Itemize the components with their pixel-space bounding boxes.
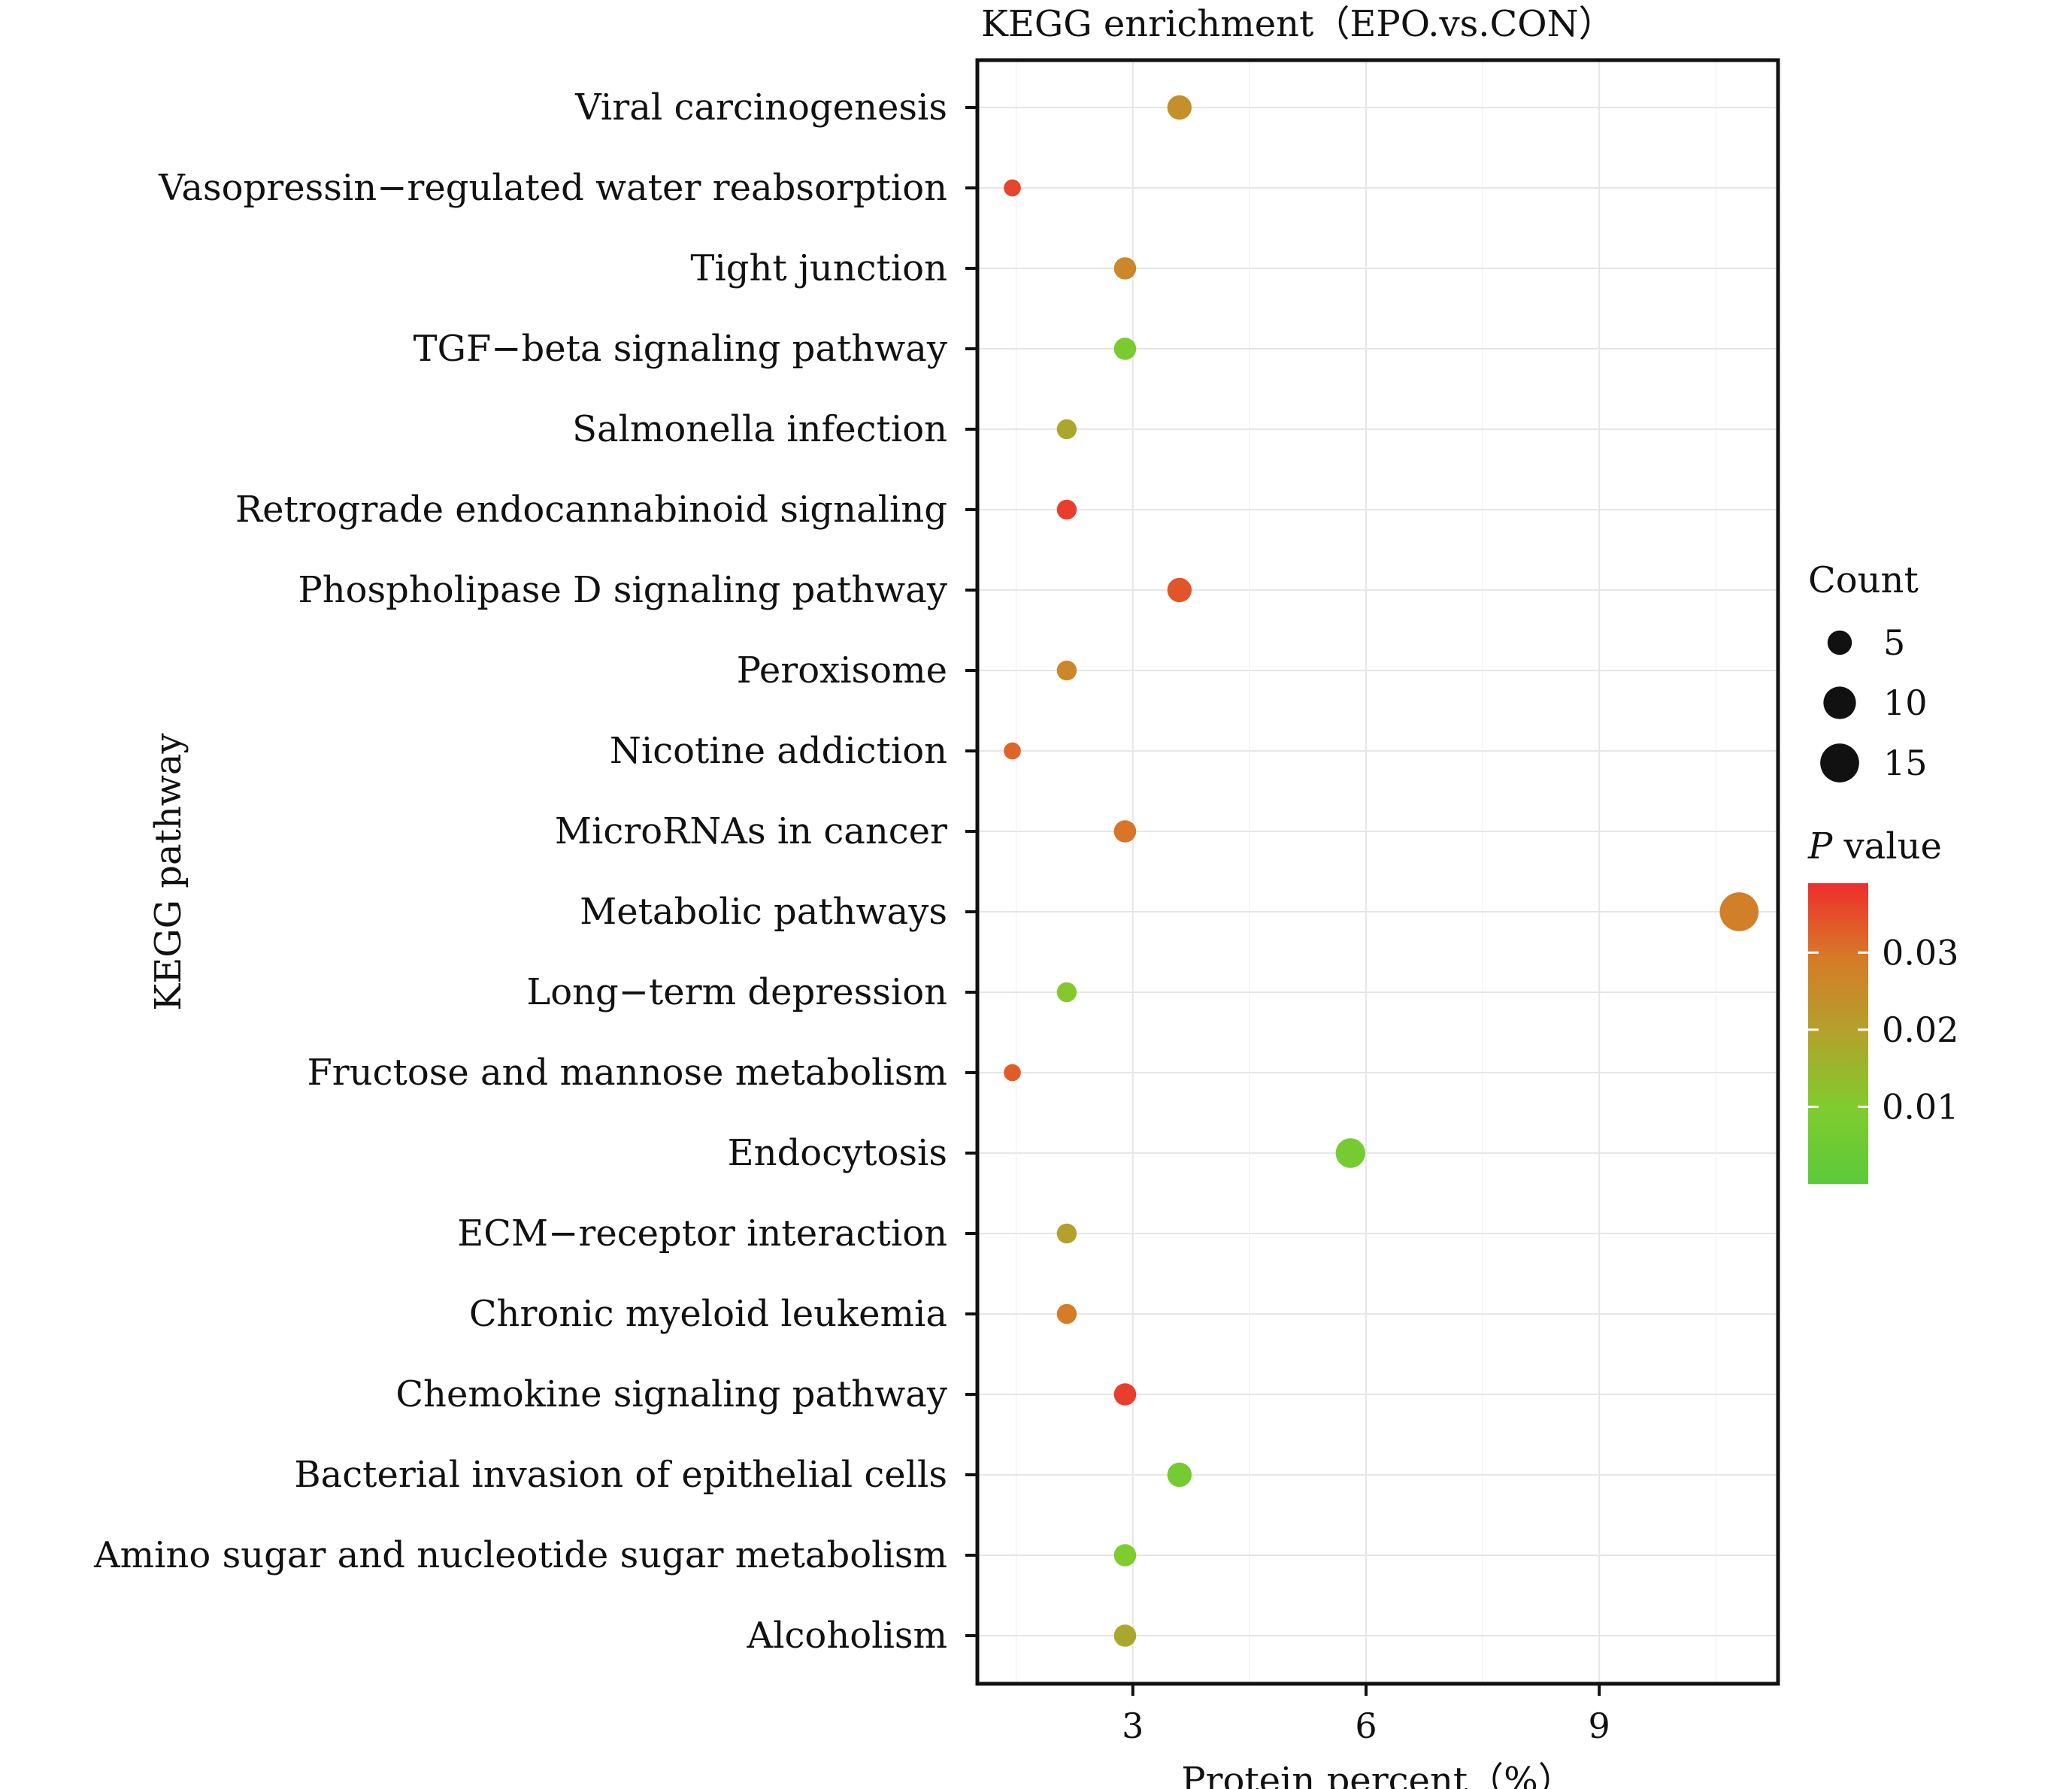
data-point bbox=[1719, 892, 1759, 931]
size-legend-title: Count bbox=[1808, 559, 1919, 601]
color-legend-title: P value bbox=[1807, 825, 1942, 867]
data-point bbox=[1335, 1138, 1365, 1168]
data-point bbox=[1056, 419, 1077, 440]
color-legend-title-rest: value bbox=[1832, 825, 1942, 867]
data-point bbox=[1004, 742, 1021, 760]
colorbar-tick-label: 0.03 bbox=[1882, 932, 1958, 973]
data-point bbox=[1056, 1223, 1077, 1244]
data-point bbox=[1113, 1383, 1137, 1406]
size-legend-dot bbox=[1827, 630, 1852, 655]
data-point bbox=[1056, 1303, 1077, 1324]
y-tick-label: Metabolic pathways bbox=[580, 891, 947, 933]
chart-title: KEGG enrichment（EPO.vs.CON） bbox=[981, 3, 1615, 45]
grid-lines bbox=[977, 60, 1778, 1684]
colorbar-tick-label: 0.01 bbox=[1882, 1086, 1958, 1127]
data-point bbox=[1167, 1462, 1192, 1488]
y-tick-label: Vasopressin−regulated water reabsorption bbox=[158, 167, 947, 209]
size-legend-items: 5 10 15 bbox=[1820, 622, 1928, 783]
y-tick-label: Phospholipase D signaling pathway bbox=[298, 569, 947, 611]
y-tick-label: Fructose and mannose metabolism bbox=[307, 1052, 947, 1094]
y-axis: Viral carcinogenesis Vasopressin−regulate… bbox=[93, 86, 977, 1657]
size-legend-label: 10 bbox=[1883, 683, 1928, 723]
y-tick-label: Nicotine addiction bbox=[610, 730, 947, 772]
size-legend-label: 5 bbox=[1883, 622, 1905, 663]
x-tick-label: 9 bbox=[1589, 1706, 1610, 1746]
y-tick-label: Viral carcinogenesis bbox=[574, 86, 947, 129]
colorbar-tick-label: 0.02 bbox=[1882, 1010, 1958, 1050]
x-axis: 3 6 9 bbox=[1122, 1684, 1610, 1746]
colorbar bbox=[1808, 883, 1868, 1184]
data-point bbox=[1113, 1544, 1137, 1567]
data-point bbox=[1056, 499, 1077, 520]
y-tick-label: MicroRNAs in cancer bbox=[555, 810, 947, 852]
plot-frame bbox=[975, 58, 1780, 1686]
data-point bbox=[1113, 820, 1137, 843]
data-point bbox=[1113, 338, 1137, 360]
y-tick-label: Bacterial invasion of epithelial cells bbox=[294, 1454, 947, 1496]
y-tick-label: Chemokine signaling pathway bbox=[395, 1373, 947, 1415]
y-tick-label: Chronic myeloid leukemia bbox=[469, 1293, 947, 1335]
y-tick-label: Endocytosis bbox=[728, 1132, 947, 1174]
data-point bbox=[1004, 179, 1021, 197]
data-point bbox=[1167, 577, 1192, 603]
y-tick-label: Peroxisome bbox=[737, 649, 947, 692]
y-tick-label: TGF−beta signaling pathway bbox=[413, 328, 947, 370]
color-legend-title-italic: P bbox=[1807, 825, 1833, 867]
data-point bbox=[1056, 660, 1077, 681]
y-tick-label: Amino sugar and nucleotide sugar metabol… bbox=[93, 1534, 947, 1576]
y-tick-label: Retrograde endocannabinoid signaling bbox=[235, 489, 947, 531]
x-axis-title: Protein percent（%） bbox=[1181, 1760, 1574, 1789]
size-legend-dot bbox=[1823, 686, 1856, 719]
y-tick-label: Salmonella infection bbox=[572, 408, 947, 450]
y-tick-label: ECM−receptor interaction bbox=[457, 1212, 947, 1255]
x-tick-label: 6 bbox=[1355, 1706, 1377, 1746]
y-axis-title: KEGG pathway bbox=[147, 733, 189, 1010]
y-tick-label: Tight junction bbox=[690, 247, 947, 289]
data-point bbox=[1004, 1064, 1021, 1082]
x-tick-label: 3 bbox=[1122, 1706, 1144, 1746]
colorbar-ticks: 0.03 0.02 0.01 bbox=[1808, 932, 1958, 1127]
size-legend-dot bbox=[1820, 743, 1859, 782]
y-tick-label: Alcoholism bbox=[747, 1615, 947, 1657]
size-legend-label: 15 bbox=[1883, 743, 1928, 783]
data-point bbox=[1113, 1624, 1137, 1647]
y-tick-label: Long−term depression bbox=[526, 971, 947, 1013]
data-point bbox=[1167, 95, 1192, 120]
data-point bbox=[1113, 257, 1137, 280]
legend: Count 5 10 15 P value 0.03 0.02 0.01 bbox=[1807, 559, 1958, 1184]
data-points bbox=[1004, 95, 1759, 1647]
data-point bbox=[1056, 982, 1077, 1003]
